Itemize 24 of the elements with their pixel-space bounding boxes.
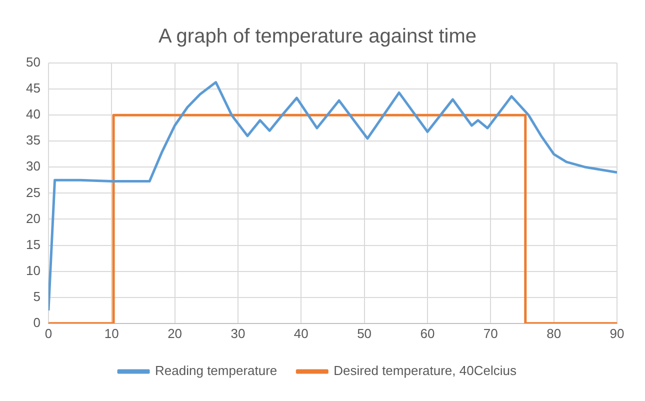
y-tick-label: 50 <box>26 54 40 70</box>
y-tick-label: 20 <box>26 210 40 226</box>
y-tick-label: 40 <box>26 106 40 122</box>
x-tick-label: 60 <box>420 326 435 341</box>
x-tick-label: 70 <box>483 326 498 341</box>
y-tick-label: 5 <box>33 288 40 304</box>
y-tick-label: 25 <box>26 184 40 200</box>
y-tick-label: 30 <box>26 158 40 174</box>
x-tick-label: 30 <box>230 326 246 341</box>
y-tick-label: 10 <box>26 262 40 278</box>
x-tick-label: 0 <box>44 326 52 341</box>
legend-label: Desired temperature, 40Celcius <box>334 363 517 378</box>
y-tick-label: 15 <box>26 236 40 252</box>
x-tick-label: 50 <box>357 326 372 341</box>
legend-label: Reading temperature <box>155 363 278 378</box>
x-tick-label: 10 <box>104 326 119 341</box>
x-tick-label: 40 <box>294 326 308 341</box>
y-tick-label: 45 <box>26 80 40 96</box>
x-tick-label: 20 <box>168 326 182 341</box>
x-tick-label: 80 <box>546 326 562 341</box>
y-tick-label: 35 <box>26 132 40 148</box>
chart-title: A graph of temperature against time <box>158 26 476 48</box>
y-tick-label: 0 <box>33 314 40 330</box>
x-tick-label: 90 <box>610 326 624 341</box>
